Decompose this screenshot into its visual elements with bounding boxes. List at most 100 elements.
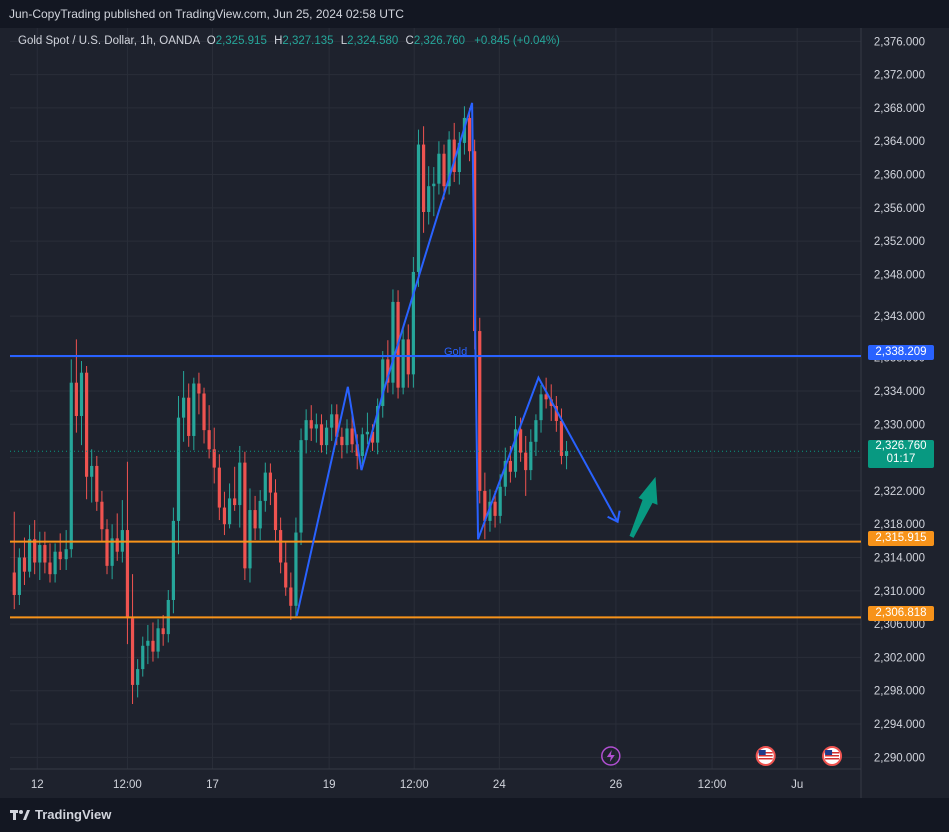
y-tick-label: 2,356.000 bbox=[874, 203, 925, 215]
x-tick-label: 12:00 bbox=[400, 779, 429, 791]
open-value: 2,325.915 bbox=[215, 35, 267, 47]
y-tick-label: 2,290.000 bbox=[874, 752, 925, 764]
candle-body bbox=[345, 428, 349, 446]
candle-body bbox=[508, 460, 512, 472]
bullish-arrow-icon[interactable] bbox=[629, 476, 658, 538]
tradingview-logo[interactable]: TradingView bbox=[10, 807, 111, 822]
current-price-tag: 2,326.760 01:17 bbox=[868, 440, 934, 468]
open-label: O bbox=[206, 35, 216, 47]
bar-countdown: 01:17 bbox=[886, 453, 916, 465]
x-tick-label: 26 bbox=[610, 779, 623, 791]
flag-stripe bbox=[825, 755, 840, 757]
change-value: +0.845 (+0.04%) bbox=[474, 35, 560, 47]
y-tick-label: 2,330.000 bbox=[874, 419, 925, 431]
projection-arrowhead bbox=[607, 510, 621, 524]
orange-lower-price-tag: 2,306.818 bbox=[868, 606, 934, 621]
candle-body bbox=[258, 500, 262, 529]
candle-body bbox=[401, 339, 405, 388]
candle-body bbox=[187, 397, 191, 436]
candle-body bbox=[554, 405, 558, 421]
lightning-glyph bbox=[606, 750, 615, 762]
candle-body bbox=[324, 427, 329, 446]
candle-body bbox=[447, 139, 451, 187]
candle-body bbox=[319, 424, 324, 446]
y-tick-label: 2,310.000 bbox=[874, 586, 925, 598]
y-tick-label: 2,376.000 bbox=[874, 36, 925, 48]
candle-body bbox=[478, 331, 482, 491]
candle-body bbox=[110, 538, 114, 566]
high-value: 2,327.135 bbox=[282, 35, 334, 47]
flag-canton bbox=[758, 750, 766, 755]
candle-body bbox=[197, 383, 201, 394]
y-tick-label: 2,298.000 bbox=[874, 686, 925, 698]
candle-body bbox=[370, 431, 375, 443]
close-value: 2,326.760 bbox=[413, 35, 466, 47]
candle-body bbox=[457, 142, 461, 173]
candle-body bbox=[161, 628, 165, 635]
drawing-label: Gold bbox=[444, 346, 467, 358]
x-tick-label: 12:00 bbox=[698, 779, 727, 791]
candle-body bbox=[182, 397, 186, 418]
candle-body bbox=[95, 465, 99, 502]
candle-body bbox=[350, 428, 354, 445]
orange-upper-price-tag: 2,315.915 bbox=[868, 531, 934, 546]
current-price-value: 2,326.760 bbox=[875, 440, 927, 452]
candle-body bbox=[335, 414, 339, 437]
candle-body bbox=[284, 562, 288, 588]
candle-body bbox=[309, 420, 313, 429]
candle-body bbox=[299, 440, 303, 533]
candle-body bbox=[253, 510, 257, 529]
candle-body bbox=[427, 186, 431, 213]
candle-body bbox=[100, 501, 104, 530]
candle-body bbox=[442, 153, 446, 187]
y-tick-label: 2,334.000 bbox=[874, 386, 925, 398]
candle-body bbox=[233, 498, 237, 506]
candle-body bbox=[330, 414, 334, 428]
candle-body bbox=[12, 572, 16, 595]
ohlc-legend: Gold Spot / U.S. Dollar, 1h, OANDA O2,32… bbox=[18, 35, 560, 47]
candle-body bbox=[529, 441, 533, 471]
candlestick-chart[interactable]: 2,376.000 2,372.000 2,368.000 2,364.000 2,36… bbox=[10, 28, 938, 798]
candle-body bbox=[227, 498, 232, 525]
candle-body bbox=[130, 618, 135, 685]
y-tick-label: 2,294.000 bbox=[874, 719, 925, 731]
flag-canton bbox=[825, 750, 833, 755]
low-label: L bbox=[340, 35, 348, 47]
x-tick-label: Ju bbox=[791, 779, 803, 791]
candle-body bbox=[176, 417, 181, 521]
candle-body bbox=[74, 382, 78, 416]
candle-body bbox=[222, 507, 227, 525]
flag-stripe bbox=[758, 758, 773, 760]
candle-body bbox=[559, 420, 564, 456]
lightning-event-icon[interactable] bbox=[601, 746, 621, 766]
footer-bar: TradingView bbox=[0, 798, 949, 832]
y-tick-label: 2,368.000 bbox=[874, 103, 925, 115]
candle-body bbox=[105, 529, 109, 566]
candle-body bbox=[243, 462, 247, 569]
chart-area[interactable]: 2,376.000 2,372.000 2,368.000 2,364.000 2,36… bbox=[10, 28, 938, 798]
candle-body bbox=[151, 640, 155, 652]
candle-body bbox=[289, 587, 293, 606]
close-label: C bbox=[405, 35, 414, 47]
candle-body bbox=[125, 530, 130, 619]
x-tick-label: 12 bbox=[31, 779, 44, 791]
flag-stripe bbox=[758, 755, 773, 757]
candle-body bbox=[314, 424, 318, 429]
candle-body bbox=[53, 551, 57, 575]
y-tick-label: 2,318.000 bbox=[874, 519, 925, 531]
y-tick-label: 2,352.000 bbox=[874, 236, 925, 248]
candle-body bbox=[136, 669, 140, 685]
candle-body bbox=[539, 394, 543, 421]
blue-line-price-tag: 2,338.209 bbox=[868, 345, 934, 360]
projection-path[interactable] bbox=[295, 102, 619, 617]
symbol-label[interactable]: Gold Spot / U.S. Dollar, 1h, OANDA bbox=[18, 35, 200, 47]
candle-body bbox=[483, 490, 487, 521]
candle-body bbox=[69, 382, 73, 550]
tradingview-brand: TradingView bbox=[35, 807, 112, 822]
candle-body bbox=[248, 510, 252, 569]
candle-body bbox=[43, 545, 47, 563]
candle-body bbox=[238, 462, 242, 506]
candle-body bbox=[17, 557, 21, 595]
candle-body bbox=[493, 501, 497, 516]
candle-body bbox=[192, 383, 196, 436]
